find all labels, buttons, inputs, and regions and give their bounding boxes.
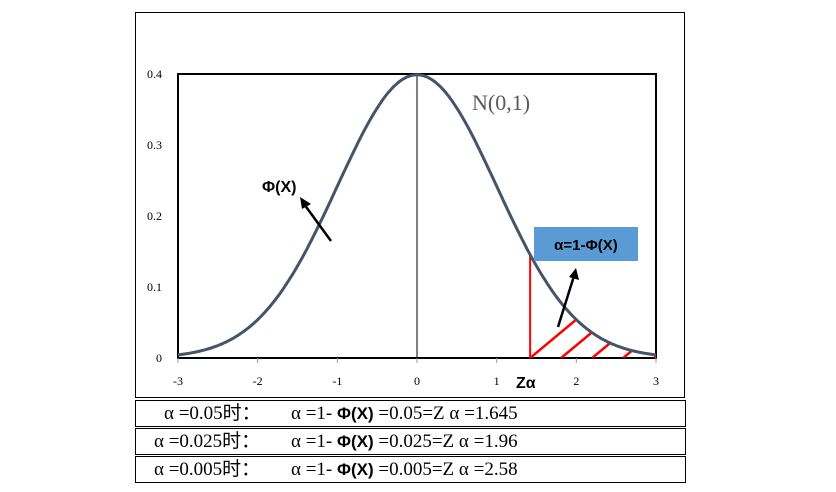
formula-prefix: α =1-: [291, 403, 337, 424]
formula-expression: α =1- Φ(X) =0.05=Z α =1.645: [291, 401, 518, 426]
formula-expression: α =1- Φ(X) =0.005=Z α =2.58: [291, 457, 518, 482]
formula-prefix: α =1-: [291, 431, 337, 452]
x-tick-label: -2: [253, 374, 263, 388]
x-tick-label: -3: [173, 374, 183, 388]
alpha-condition: α =0.025时：: [154, 431, 261, 452]
y-tick-label: 0.4: [147, 67, 162, 81]
phi-label: Φ(X): [262, 179, 296, 196]
phi-arrow-head: [300, 197, 311, 209]
alpha-box: [534, 227, 638, 261]
hatch-line: [530, 307, 591, 358]
y-tick-label: 0.1: [147, 280, 162, 294]
formula-prefix: α =1-: [291, 459, 337, 480]
chart-frame: [135, 12, 685, 398]
hatch-line: [685, 308, 745, 358]
formula-expression: α =1- Φ(X) =0.025=Z α =1.96: [291, 429, 518, 454]
formula-row: α =0.005时： α =1- Φ(X) =0.005=Z α =2.58: [135, 456, 686, 483]
hatch-line: [747, 308, 807, 358]
y-tick-label: 0.3: [147, 138, 162, 152]
hatch-line: [653, 307, 657, 358]
normal-distribution-chart: -3 -2 -1 0 1 2 3 0 0.1 0.2 0.3 0.4 N(0,1) Φ(X) α=1-…: [147, 67, 807, 392]
x-tick-label: 3: [653, 374, 659, 388]
formula-result: =0.025=Z α =1.96: [373, 431, 518, 452]
y-tick-label: 0: [156, 351, 162, 365]
phi-symbol: Φ(X): [337, 432, 374, 451]
hatch-line: [716, 308, 776, 358]
alpha-arrow-head: [569, 268, 579, 280]
alpha-arrow: [556, 275, 576, 328]
x-tick-label: -1: [332, 374, 342, 388]
distribution-label: N(0,1): [472, 90, 530, 115]
formula-result: =0.05=Z α =1.645: [373, 403, 518, 424]
y-tick-label: 0.2: [147, 209, 162, 223]
x-tick-label: 0: [414, 374, 420, 388]
x-tick-label: 2: [573, 374, 579, 388]
alpha-condition: α =0.05时：: [164, 403, 261, 424]
formula-row: α =0.05时： α =1- Φ(X) =0.05=Z α =1.645: [135, 400, 686, 427]
normal-curve: [177, 73, 657, 357]
alpha-condition: α =0.005时：: [154, 459, 261, 480]
formula-row: α =0.025时： α =1- Φ(X) =0.025=Z α =1.96: [135, 428, 686, 455]
phi-symbol: Φ(X): [337, 404, 374, 423]
formula-result: =0.005=Z α =2.58: [373, 459, 518, 480]
alpha-box-label: α=1-Φ(X): [554, 237, 618, 254]
z-alpha-label: Zα: [516, 375, 536, 392]
phi-arrow: [302, 203, 333, 242]
phi-symbol: Φ(X): [337, 460, 374, 479]
hatch-line: [591, 307, 653, 358]
x-tick-label: 1: [494, 374, 500, 388]
